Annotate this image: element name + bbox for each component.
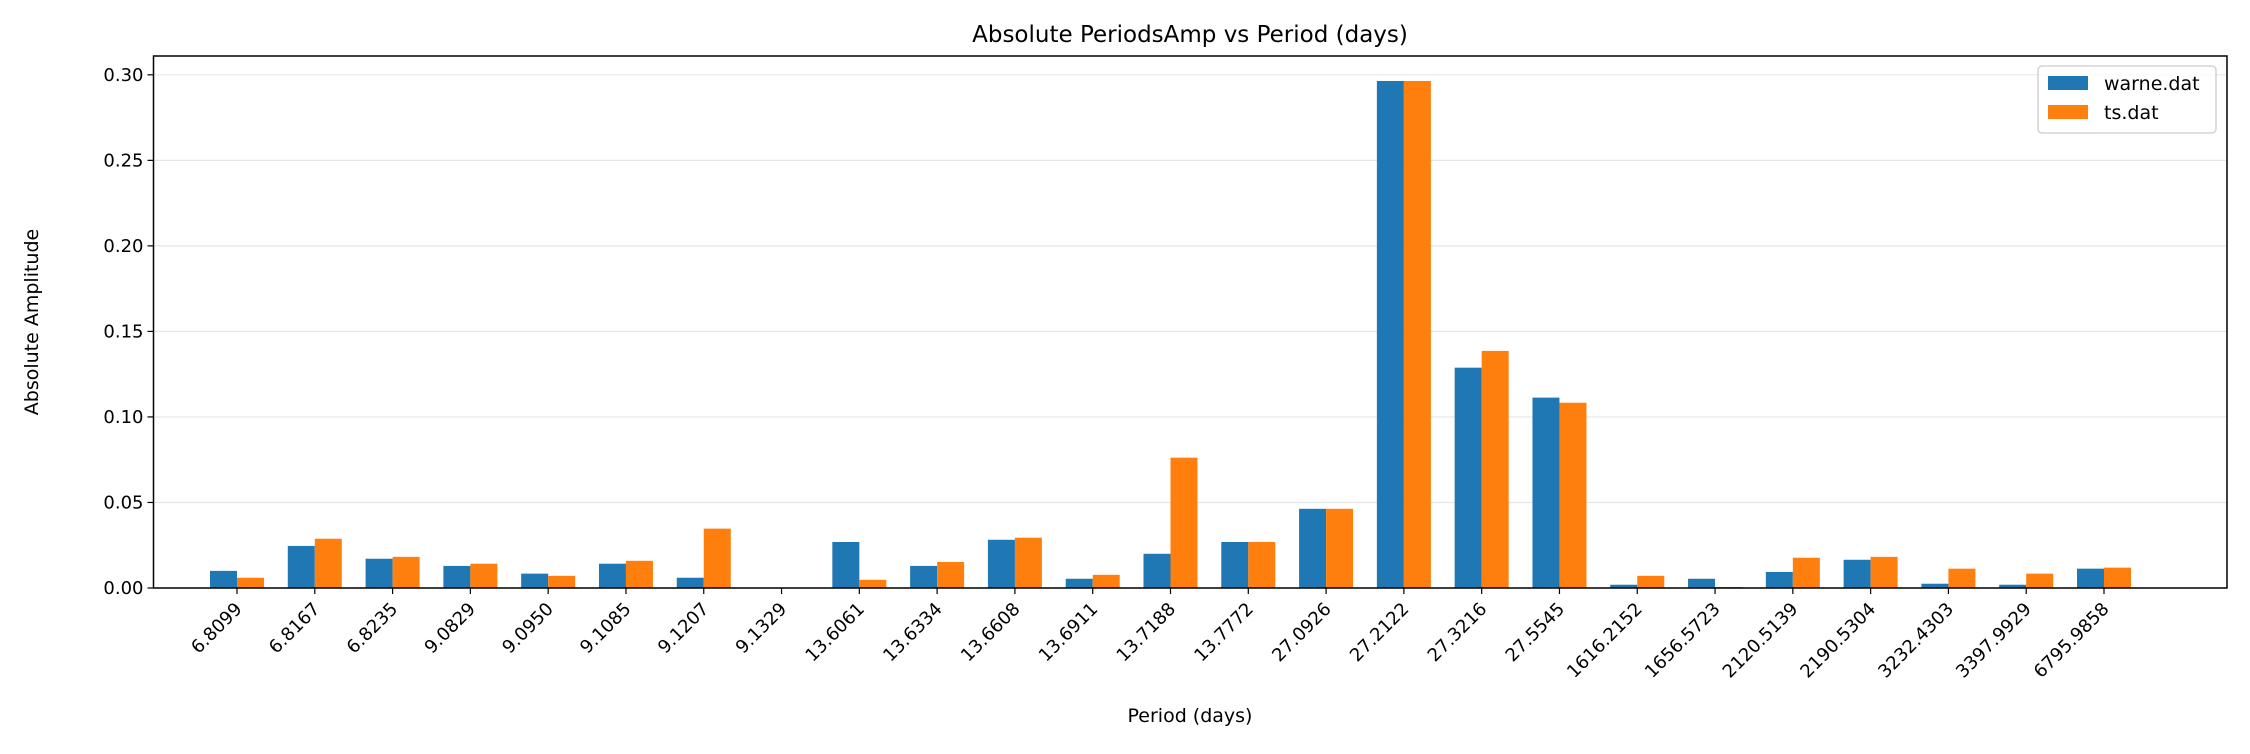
- bar-ts: [470, 563, 498, 588]
- x-tick-label: 27.2122: [1346, 599, 1413, 666]
- bar-warne: [210, 570, 237, 588]
- bar-ts: [937, 561, 965, 588]
- x-tick-label: 6795.9858: [2030, 599, 2114, 683]
- bar-ts: [2026, 573, 2054, 588]
- bar-warne: [676, 577, 704, 588]
- legend-label-warne: warne.dat: [2104, 73, 2200, 95]
- bar-warne: [1065, 578, 1093, 588]
- bar-warne: [1376, 80, 1404, 589]
- y-tick-label: 0.15: [103, 321, 143, 342]
- x-tick-label: 27.0926: [1268, 599, 1335, 666]
- bar-ts: [1481, 350, 1509, 588]
- bar-ts: [703, 528, 731, 588]
- bar-ts: [859, 579, 887, 588]
- bar-warne: [598, 563, 626, 588]
- y-tick-label: 0.00: [103, 578, 143, 599]
- bar-warne: [2077, 568, 2104, 588]
- x-tick-label: 27.5545: [1502, 599, 1569, 666]
- bar-warne: [1999, 584, 2027, 588]
- bar-ts: [1326, 508, 1354, 588]
- bars: [210, 80, 2131, 589]
- x-tick-label: 1616.2152: [1563, 599, 1647, 683]
- x-tick-label: 13.6608: [957, 599, 1024, 666]
- x-tick-label: 9.1207: [654, 599, 713, 658]
- x-tick-label: 3397.9929: [1952, 599, 2036, 683]
- x-tick-label: 13.7772: [1190, 599, 1257, 666]
- bar-warne: [1532, 397, 1560, 588]
- bar-warne: [1610, 584, 1638, 588]
- legend-label-ts: ts.dat: [2104, 102, 2159, 124]
- bar-warne: [287, 545, 315, 588]
- x-tick-label: 9.1085: [576, 599, 635, 658]
- y-tick-label: 0.05: [103, 492, 143, 513]
- legend-swatch-warne: [2048, 76, 2088, 90]
- bar-warne: [1454, 367, 1482, 588]
- y-tick-label: 0.25: [103, 150, 143, 171]
- bar-ts: [1170, 457, 1198, 588]
- x-tick-label: 13.6911: [1035, 599, 1102, 666]
- x-ticks: 6.8099 6.8167 6.8235 9.0829 9.0950 9.1085 9.12…: [187, 588, 2114, 683]
- bar-ts: [1948, 568, 1976, 588]
- bar-warne: [1143, 553, 1171, 588]
- bar-ts: [1559, 402, 1587, 588]
- x-tick-label: 6.8099: [187, 599, 246, 658]
- y-ticks: 0.00 0.05 0.10 0.15 0.20 0.25 0.30: [103, 65, 154, 599]
- plot-frame: [152, 55, 2228, 589]
- y-tick-label: 0.30: [103, 65, 143, 86]
- bar-warne: [1299, 508, 1327, 588]
- gridlines: [153, 74, 2227, 589]
- legend: warne.dat ts.dat: [2037, 65, 2217, 134]
- bar-warne: [832, 541, 860, 588]
- bar-ts: [1014, 537, 1042, 588]
- x-tick-label: 9.1329: [732, 599, 791, 658]
- chart-title: Absolute PeriodsAmp vs Period (days): [972, 22, 1408, 48]
- bar-ts: [392, 556, 420, 588]
- bar-warne: [365, 558, 393, 588]
- legend-swatch-ts: [2048, 105, 2088, 119]
- bar-ts: [1092, 574, 1120, 588]
- bar-ts: [1870, 556, 1898, 588]
- bar-ts: [1637, 575, 1665, 588]
- x-tick-label: 9.0829: [421, 599, 480, 658]
- bar-warne: [910, 565, 938, 588]
- x-tick-label: 13.7188: [1113, 599, 1180, 666]
- x-tick-label: 6.8235: [343, 599, 402, 658]
- bar-ts: [1248, 541, 1276, 588]
- bar-ts: [314, 538, 342, 588]
- x-tick-label: 2120.5139: [1719, 599, 1803, 683]
- y-axis-label: Absolute Amplitude: [21, 229, 43, 415]
- bar-warne: [1221, 541, 1249, 588]
- bar-ts: [237, 577, 264, 588]
- x-tick-label: 2190.5304: [1796, 599, 1880, 683]
- bar-ts: [1792, 557, 1820, 588]
- x-axis-label: Period (days): [1128, 705, 1253, 727]
- bar-ts: [548, 575, 576, 588]
- y-tick-label: 0.20: [103, 236, 143, 257]
- x-tick-label: 27.3216: [1424, 599, 1491, 666]
- x-tick-label: 3232.4303: [1874, 599, 1958, 683]
- y-tick-label: 0.10: [103, 407, 143, 428]
- bar-warne: [1843, 559, 1871, 588]
- bar-warne: [1921, 583, 1949, 588]
- bar-warne: [521, 573, 549, 588]
- x-tick-label: 13.6061: [801, 599, 868, 666]
- x-tick-label: 13.6334: [879, 599, 946, 666]
- bar-ts: [2104, 567, 2131, 588]
- bar-ts: [625, 560, 653, 588]
- bar-ts: [1403, 80, 1431, 589]
- x-tick-label: 6.8167: [265, 599, 324, 658]
- bar-warne: [1688, 578, 1716, 588]
- bar-warne: [987, 539, 1015, 588]
- x-tick-label: 1656.5723: [1641, 599, 1725, 683]
- bar-warne: [1765, 571, 1793, 588]
- bar-warne: [443, 565, 471, 588]
- x-tick-label: 9.0950: [498, 599, 557, 658]
